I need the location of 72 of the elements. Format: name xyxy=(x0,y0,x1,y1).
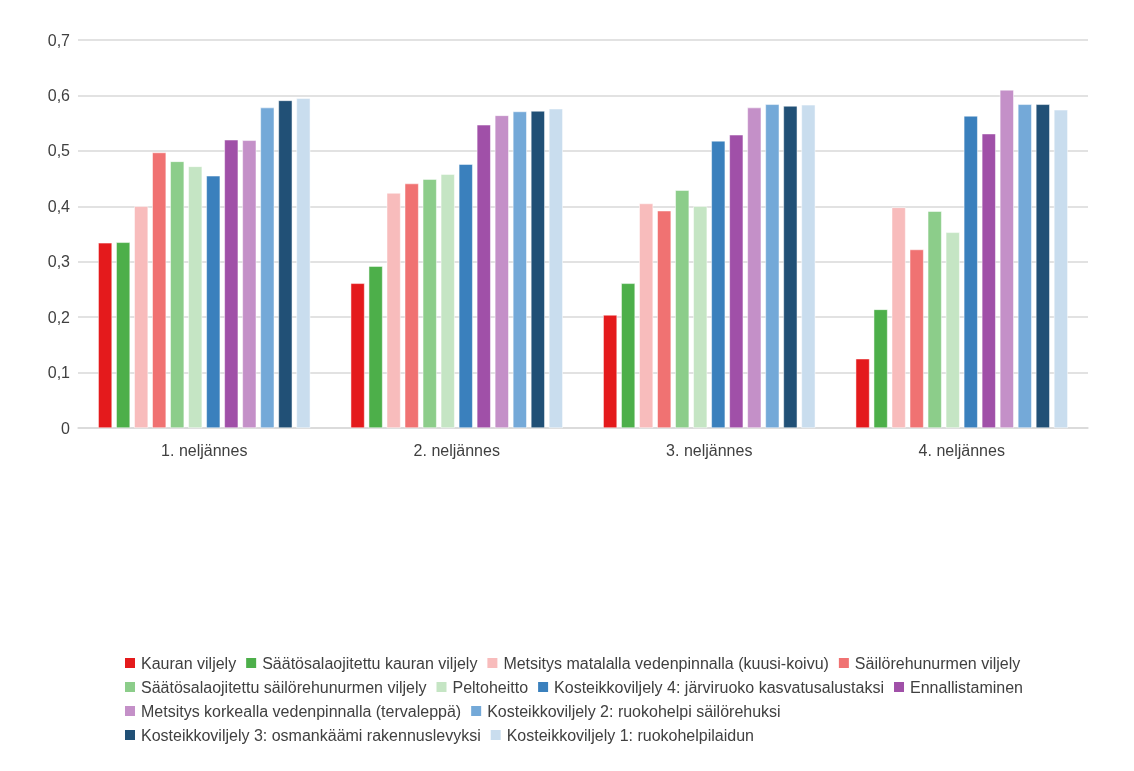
bar xyxy=(98,242,113,428)
bar xyxy=(440,174,455,428)
bar xyxy=(422,179,437,428)
bar xyxy=(783,105,798,428)
bar xyxy=(855,358,870,428)
legend-label: Kosteikkoviljely 2: ruokohelpi säilörehuksi xyxy=(487,702,781,720)
bar xyxy=(873,309,888,428)
bar xyxy=(458,164,473,428)
bar xyxy=(548,108,563,428)
bar xyxy=(765,104,780,428)
bar xyxy=(170,161,185,428)
bar xyxy=(675,190,690,428)
bar xyxy=(1017,104,1032,428)
bar xyxy=(999,89,1014,428)
bar xyxy=(693,206,708,428)
bar xyxy=(945,232,960,428)
bar xyxy=(152,152,167,428)
bar xyxy=(927,211,942,428)
legend-label: Kosteikkoviljely 1: ruokohelpilaidun xyxy=(506,726,754,744)
y-tick-label: 0,1 xyxy=(47,364,71,382)
x-tick-label: 3. neljännes xyxy=(666,441,753,459)
bar xyxy=(494,115,509,428)
legend-label: Metsitys korkealla vedenpinnalla (tervaleppä) xyxy=(141,702,462,720)
legend-label: Säätösalaojitettu kauran viljely xyxy=(262,654,478,672)
legend-label: Metsitys matalalla vedenpinnalla (kuusi-koivu) xyxy=(503,654,829,672)
bar xyxy=(116,242,131,428)
bar xyxy=(657,210,672,428)
bar xyxy=(350,283,365,428)
bar xyxy=(711,140,726,428)
y-tick-label: 0,7 xyxy=(47,31,71,49)
bar xyxy=(368,266,383,428)
bar xyxy=(296,98,311,428)
bar xyxy=(476,124,491,428)
legend-label: Säätösalaojitettu säilörehunurmen viljely xyxy=(141,678,427,696)
bar xyxy=(530,110,545,428)
bar xyxy=(747,107,762,428)
bar xyxy=(891,207,906,428)
bar xyxy=(242,140,257,428)
x-tick-label: 4. neljännes xyxy=(918,441,1005,459)
y-tick-label: 0,4 xyxy=(47,197,71,215)
bar xyxy=(188,166,203,428)
legend-label: Kosteikkoviljely 4: järviruoko kasvatusalustaksi xyxy=(554,678,885,696)
legend-label: Kauran viljely xyxy=(141,654,237,672)
bar xyxy=(512,111,527,428)
bar xyxy=(404,183,419,428)
bar xyxy=(801,104,816,428)
bar xyxy=(639,203,654,428)
bar xyxy=(1035,104,1050,428)
x-tick-label: 1. neljännes xyxy=(161,441,248,459)
legend-label: Säilörehunurmen viljely xyxy=(854,654,1021,672)
y-tick-label: 0,5 xyxy=(47,142,71,160)
bar xyxy=(206,175,221,428)
bar xyxy=(386,192,401,428)
y-tick-label: 0 xyxy=(61,419,71,437)
bar xyxy=(909,249,924,428)
x-tick-label: 2. neljännes xyxy=(413,441,500,459)
bar xyxy=(134,206,149,428)
y-tick-label: 0,3 xyxy=(47,253,71,271)
legend-label: Peltoheitto xyxy=(452,678,529,696)
bar xyxy=(278,100,293,428)
bar xyxy=(981,133,996,428)
y-tick-label: 0,2 xyxy=(47,308,71,326)
legend-label: Ennallistaminen xyxy=(910,678,1023,696)
legend-label: Kosteikkoviljely 3: osmankäämi rakennuslevyksi xyxy=(141,726,481,744)
bar xyxy=(621,283,636,428)
bar xyxy=(224,139,239,428)
bar xyxy=(260,107,275,428)
bar xyxy=(963,115,978,428)
y-tick-label: 0,6 xyxy=(47,86,71,104)
bar xyxy=(729,134,744,428)
bar xyxy=(603,314,618,428)
bar xyxy=(1053,109,1068,428)
